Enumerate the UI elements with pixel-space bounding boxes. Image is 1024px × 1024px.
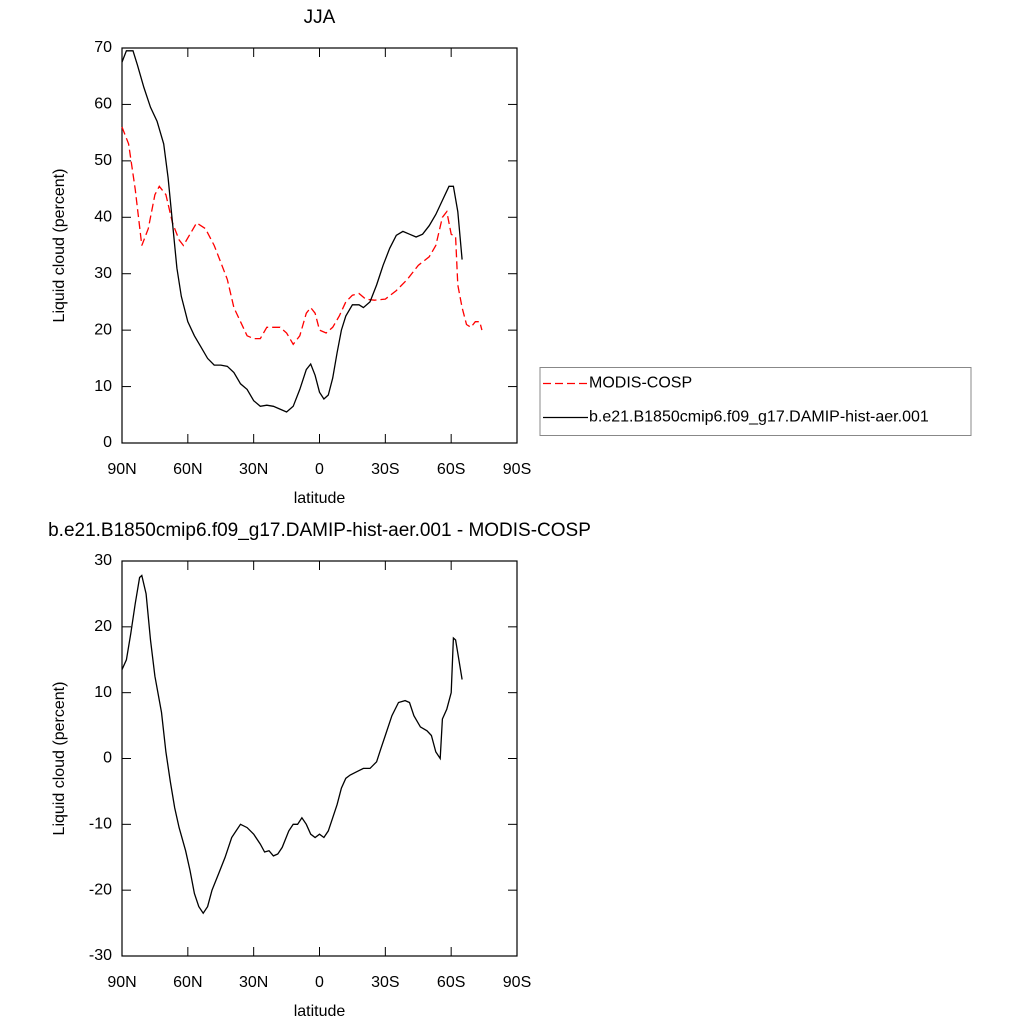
y-tick-label: 0 [103,750,112,767]
x-tick-label: 0 [315,461,324,478]
x-tick-label: 60N [173,461,202,478]
x-tick-label: 30S [371,974,399,991]
legend-label: b.e21.B1850cmip6.f09_g17.DAMIP-hist-aer.… [589,409,929,426]
y-tick-label: 10 [94,684,112,701]
legend-label: MODIS-COSP [589,375,692,392]
x-tick-label: 90N [107,461,136,478]
x-tick-label: 90N [107,974,136,991]
x-tick-label: 0 [315,974,324,991]
y-tick-label: 0 [103,434,112,451]
x-tick-label: 60S [437,461,465,478]
legend-box [539,367,972,436]
chart-title: JJA [304,7,336,28]
y-tick-label: 10 [94,378,112,395]
y-tick-label: 60 [94,96,112,113]
x-tick-label: 30N [239,461,268,478]
y-tick-label: -30 [89,947,112,964]
x-tick-label: 30S [371,461,399,478]
x-axis-label: latitude [294,490,346,507]
chart-title: b.e21.B1850cmip6.f09_g17.DAMIP-hist-aer.… [48,520,591,541]
x-tick-label: 90S [503,974,531,991]
y-tick-label: 20 [94,618,112,635]
series-line [121,574,463,915]
series-line [121,50,463,413]
y-tick-label: 50 [94,152,112,169]
x-tick-label: 90S [503,461,531,478]
y-tick-label: 20 [94,321,112,338]
y-tick-label: 30 [94,265,112,282]
plot-frame [121,47,518,444]
x-tick-label: 60S [437,974,465,991]
y-tick-label: 40 [94,209,112,226]
y-tick-label: 30 [94,552,112,569]
y-axis-label: Liquid cloud (percent) [51,169,68,323]
y-axis-label: Liquid cloud (percent) [51,682,68,836]
x-axis-label: latitude [294,1003,346,1020]
y-tick-label: 70 [94,39,112,56]
series-line [121,126,483,346]
y-tick-label: -20 [89,881,112,898]
y-tick-label: -10 [89,816,112,833]
x-tick-label: 30N [239,974,268,991]
x-tick-label: 60N [173,974,202,991]
plot-frame [121,560,518,957]
